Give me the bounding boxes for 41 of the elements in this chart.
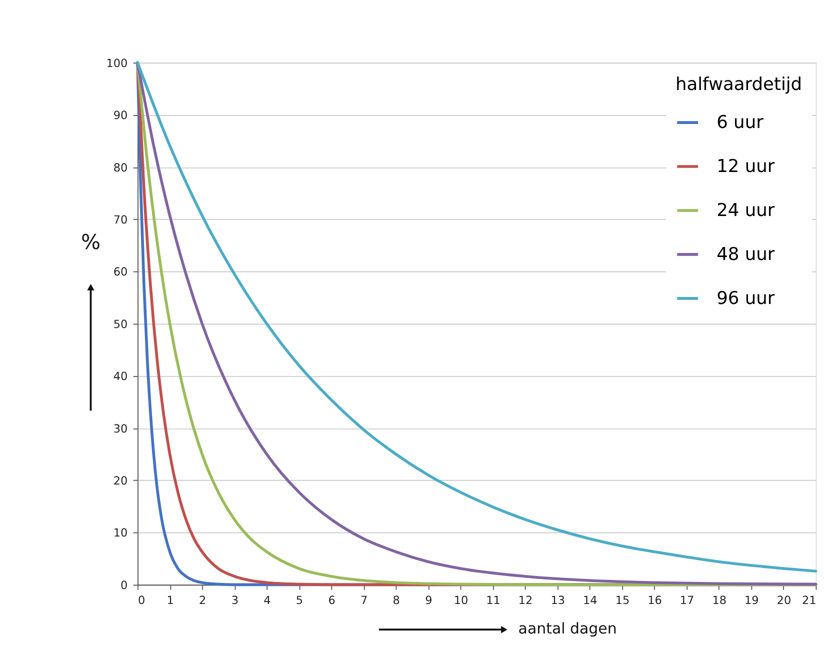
legend-label: 24 uur xyxy=(716,201,776,222)
y-tick-label: 10 xyxy=(113,526,128,540)
x-tick-label: 16 xyxy=(648,594,662,607)
y-tick-label: 40 xyxy=(113,370,128,384)
x-tick-label: 7 xyxy=(360,594,368,607)
x-tick-label: 14 xyxy=(583,594,598,607)
x-tick-label: 1 xyxy=(166,594,174,607)
x-tick-label: 6 xyxy=(328,594,336,607)
x-tick-label: 15 xyxy=(615,594,630,607)
legend-title: halfwaardetijd xyxy=(675,74,802,95)
legend-label: 48 uur xyxy=(716,245,776,266)
x-tick-label: 3 xyxy=(231,594,238,607)
x-tick-label: 21 xyxy=(802,594,816,607)
y-tick-label: 20 xyxy=(113,474,128,488)
y-tick-label: 0 xyxy=(120,578,128,592)
x-tick-label: 9 xyxy=(425,594,432,607)
x-tick-label: 8 xyxy=(392,594,400,607)
legend-label: 6 uur xyxy=(716,113,764,134)
y-tick-label: 80 xyxy=(113,161,128,174)
x-tick-label: 13 xyxy=(550,594,565,607)
x-tick-label: 19 xyxy=(744,594,759,607)
x-tick-label: 20 xyxy=(776,594,792,607)
x-tick-label: 17 xyxy=(680,594,694,607)
x-tick-label: 5 xyxy=(296,594,304,607)
y-axis-title: % xyxy=(80,230,101,254)
x-tick-label: 12 xyxy=(518,594,533,607)
y-tick-label: 60 xyxy=(113,266,128,279)
legend-label: 96 uur xyxy=(716,289,776,310)
y-tick-label: 70 xyxy=(113,213,128,226)
x-tick-label: 18 xyxy=(712,594,726,607)
x-tick-label: 10 xyxy=(454,594,468,607)
y-tick-label: 30 xyxy=(113,422,128,436)
x-tick-label: 2 xyxy=(199,594,206,607)
legend-label: 12 uur xyxy=(716,157,776,178)
y-tick-label: 90 xyxy=(113,109,128,122)
y-tick-label: 50 xyxy=(113,318,128,331)
x-tick-label: 0 xyxy=(138,594,146,607)
x-tick-label: 4 xyxy=(264,594,271,607)
x-tick-label: 11 xyxy=(486,594,500,607)
y-tick-label: 100 xyxy=(106,56,128,70)
x-axis-title: aantal dagen xyxy=(518,619,617,638)
